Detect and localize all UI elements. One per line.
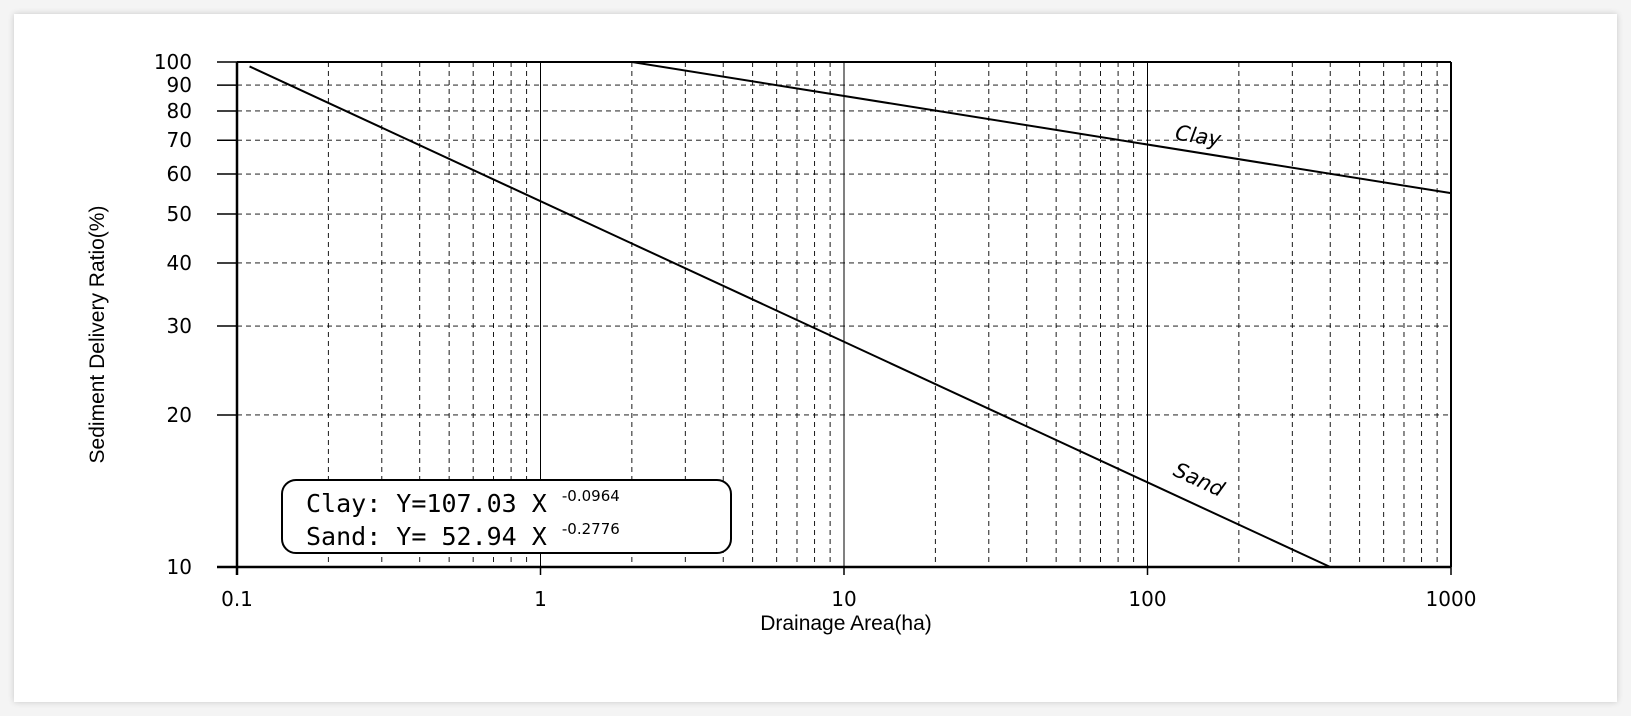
sand-curve-label: Sand — [1170, 458, 1229, 502]
grid — [237, 62, 1451, 567]
x-tick-label: 1000 — [1426, 587, 1477, 611]
clay-equation-exponent: -0.0964 — [562, 487, 620, 505]
clay-equation-base: Clay: Y=107.03 X — [306, 489, 547, 518]
y-tick-label: 70 — [167, 128, 192, 152]
plot-frame — [217, 61, 1452, 575]
clay-curve-label: Clay — [1174, 121, 1224, 152]
y-tick-label: 40 — [167, 251, 192, 275]
y-tick-label: 80 — [167, 99, 192, 123]
chart-card: 10 20 30 40 50 60 70 80 90 100 0.1 1 10 100 1000 Drain… — [14, 14, 1617, 702]
sand-equation-exponent: -0.2776 — [562, 520, 620, 538]
y-tick-label: 20 — [167, 403, 192, 427]
sand-equation: Sand: Y= 52.94 X -0.2776 — [306, 520, 620, 551]
series-line-clay — [631, 61, 1452, 195]
equation-legend: Clay: Y=107.03 X -0.0964 Sand: Y= 52.94 … — [281, 479, 732, 554]
x-tick-label: 0.1 — [221, 587, 253, 611]
y-tick-label: 60 — [167, 162, 192, 186]
y-tick-label: 50 — [167, 202, 192, 226]
clay-equation: Clay: Y=107.03 X -0.0964 — [306, 487, 620, 518]
y-tick-label: 100 — [154, 50, 192, 74]
series-line-sand — [249, 65, 1331, 568]
y-tick-label: 10 — [167, 555, 192, 579]
x-tick-label: 1 — [534, 587, 547, 611]
x-tick-label: 100 — [1128, 587, 1166, 611]
y-tick-label: 90 — [167, 73, 192, 97]
x-tick-label: 10 — [831, 587, 856, 611]
series — [249, 61, 1452, 568]
equation-box-frame — [281, 479, 732, 554]
sand-equation-base: Sand: Y= 52.94 X — [306, 522, 547, 551]
y-tick-label: 30 — [167, 314, 192, 338]
y-axis-title: Sediment Delivery Ratio(%) — [86, 206, 109, 464]
x-axis-title: Drainage Area(ha) — [760, 612, 932, 635]
